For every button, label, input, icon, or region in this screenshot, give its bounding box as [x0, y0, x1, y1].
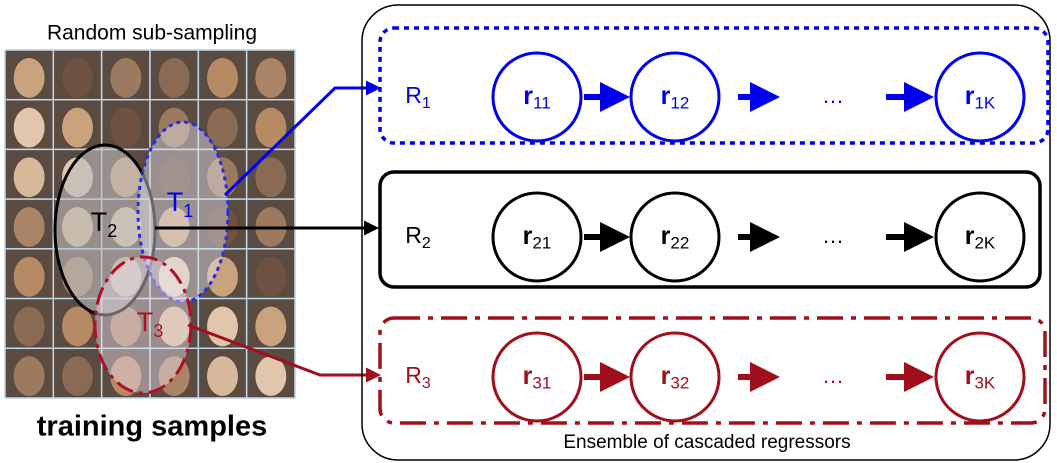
regressor-label-main: r: [523, 222, 533, 250]
face: [255, 307, 286, 347]
subset-label-sub: 2: [107, 221, 117, 241]
regressor-label-sub: 31: [532, 374, 551, 393]
ellipsis: …: [822, 223, 844, 248]
face: [14, 257, 45, 297]
regressor-label-main: r: [661, 222, 671, 250]
subset-label-sub: 3: [153, 321, 163, 341]
regressor-label-sub: 2K: [974, 234, 995, 253]
regressor-label-sub: 21: [532, 234, 551, 253]
row-label-main: R: [405, 222, 422, 248]
row-label-sub: 3: [422, 375, 431, 392]
face: [255, 157, 286, 197]
face: [14, 207, 45, 247]
face: [62, 356, 93, 396]
regressor-label-main: r: [523, 362, 533, 390]
row-label-main: R: [405, 82, 422, 108]
face: [110, 108, 141, 148]
face: [62, 58, 93, 98]
subsampling-label: Random sub-sampling: [47, 22, 257, 45]
face: [14, 58, 45, 98]
training-label: training samples: [37, 411, 267, 443]
ensemble-caption: Ensemble of cascaded regressors: [563, 432, 850, 453]
face: [62, 307, 93, 347]
row-label: R3: [405, 362, 431, 392]
face: [207, 307, 238, 347]
subset-label-sub: 1: [183, 201, 193, 221]
regressor-label-sub: 11: [533, 94, 551, 113]
row-label-main: R: [405, 362, 422, 388]
subset-label-main: T: [167, 187, 184, 217]
row-label: R2: [405, 222, 431, 252]
face: [255, 356, 286, 396]
face: [14, 356, 45, 396]
ellipsis: …: [822, 83, 844, 108]
regressor-label-main: r: [965, 362, 975, 390]
regressor-label-main: r: [523, 82, 533, 110]
face: [14, 307, 45, 347]
subset-label-main: T: [91, 207, 108, 237]
regressor-label-main: r: [661, 362, 671, 390]
regressor-label-main: r: [965, 222, 975, 250]
regressor-label-sub: 3K: [974, 374, 995, 393]
face: [62, 108, 93, 148]
regressor-label-sub: 1K: [974, 94, 995, 113]
regressor-label-main: r: [965, 82, 975, 110]
face: [14, 108, 45, 148]
face: [207, 356, 238, 396]
regressor-label-main: r: [661, 82, 671, 110]
face: [159, 58, 190, 98]
regressor-label-sub: 22: [670, 234, 689, 253]
diagram: Random sub-samplingtraining samplesT1T2T…: [0, 0, 1057, 463]
regressor-label-sub: 32: [670, 374, 689, 393]
row-label-sub: 1: [422, 95, 431, 112]
face: [255, 257, 286, 297]
face: [207, 58, 238, 98]
face: [110, 58, 141, 98]
row-label-sub: 2: [422, 235, 431, 252]
row-label: R1: [405, 82, 431, 112]
ellipsis: …: [822, 363, 844, 388]
face: [14, 157, 45, 197]
subset-label-main: T: [137, 307, 154, 337]
face: [255, 58, 286, 98]
regressor-label-sub: 12: [670, 94, 689, 113]
